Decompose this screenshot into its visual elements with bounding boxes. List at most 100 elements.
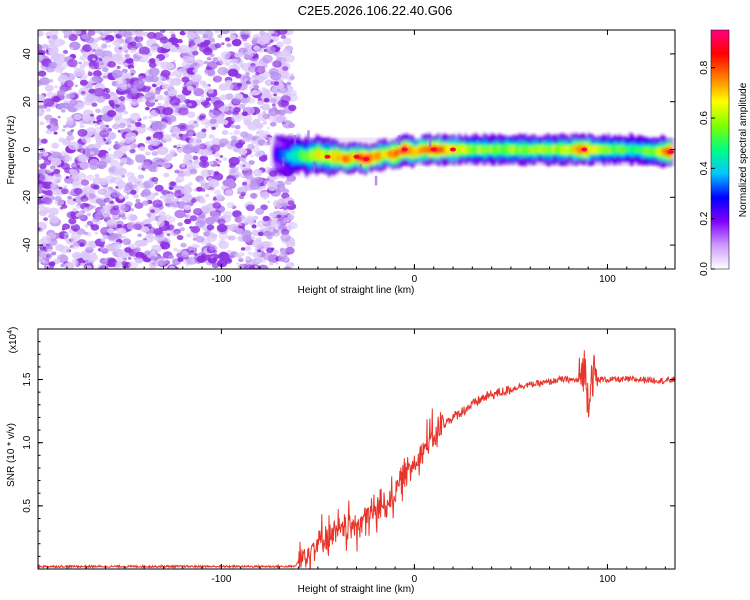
noise-speckle [38, 54, 44, 61]
noise-speckle [42, 197, 52, 205]
noise-speckle [218, 252, 230, 261]
noise-speckle [286, 174, 297, 182]
ridge-peak [353, 154, 360, 159]
noise-speckle [179, 68, 186, 73]
noise-speckle [251, 224, 257, 229]
noise-speckle [206, 224, 215, 231]
noise-speckle [238, 257, 244, 263]
noise-speckle [178, 44, 190, 54]
noise-speckle [253, 45, 261, 51]
noise-speckle [189, 168, 198, 175]
noise-speckle [49, 61, 58, 69]
noise-speckle [119, 162, 124, 166]
noise-speckle [131, 120, 136, 124]
noise-speckle [47, 253, 53, 258]
noise-speckle [133, 223, 142, 230]
noise-speckle [140, 226, 150, 233]
noise-speckle [47, 156, 55, 161]
noise-speckle [133, 80, 145, 89]
noise-speckle [271, 103, 276, 107]
noise-speckle [141, 161, 152, 169]
noise-speckle [45, 31, 53, 38]
noise-speckle [60, 264, 65, 268]
noise-speckle [77, 129, 88, 137]
noise-speckle [84, 203, 90, 208]
noise-speckle [276, 41, 284, 48]
noise-speckle [41, 259, 49, 265]
noise-speckle [70, 129, 75, 133]
noise-speckle [203, 39, 211, 46]
noise-speckle [247, 251, 253, 256]
noise-speckle [67, 131, 73, 136]
noise-speckle [111, 190, 121, 198]
noise-speckle [198, 178, 206, 185]
noise-speckle [169, 31, 174, 34]
noise-speckle [68, 141, 80, 150]
noise-speckle [155, 105, 167, 115]
noise-speckle [219, 238, 226, 244]
noise-speckle [151, 244, 162, 253]
noise-speckle [123, 84, 127, 88]
noise-speckle [229, 235, 237, 241]
noise-speckle [106, 110, 117, 118]
noise-speckle [247, 143, 255, 150]
noise-speckle [112, 241, 122, 249]
noise-speckle [48, 261, 56, 267]
noise-speckle [41, 43, 49, 50]
noise-speckle [151, 120, 163, 130]
noise-speckle [121, 229, 127, 234]
noise-speckle [148, 67, 160, 77]
noise-speckle [207, 88, 214, 94]
noise-speckle [282, 66, 289, 71]
noise-speckle [255, 151, 264, 157]
noise-speckle [141, 188, 151, 197]
noise-speckle [51, 34, 58, 40]
noise-speckle [107, 228, 115, 234]
noise-speckle [190, 225, 201, 234]
noise-speckle [289, 210, 296, 215]
noise-speckle [203, 60, 209, 65]
noise-speckle [59, 235, 65, 240]
noise-speckle [64, 155, 73, 162]
noise-speckle [246, 204, 255, 212]
noise-speckle [38, 70, 47, 77]
noise-speckle [90, 183, 98, 189]
noise-speckle [174, 209, 186, 219]
noise-speckle [38, 30, 44, 37]
noise-speckle [212, 202, 222, 209]
noise-speckle [81, 91, 86, 95]
noise-speckle [39, 112, 44, 116]
noise-speckle [107, 148, 112, 151]
noise-speckle [236, 262, 240, 265]
noise-speckle [203, 227, 208, 231]
noise-speckle [224, 37, 231, 42]
noise-speckle [166, 137, 172, 143]
noise-speckle [200, 94, 205, 98]
noise-speckle [101, 35, 105, 39]
noise-speckle [175, 79, 180, 83]
noise-speckle [259, 34, 271, 44]
noise-speckle [50, 165, 56, 170]
noise-speckle [69, 169, 78, 176]
noise-speckle [80, 262, 85, 266]
noise-speckle [178, 133, 183, 137]
noise-speckle [156, 94, 164, 101]
noise-speckle [151, 176, 159, 183]
noise-speckle [267, 200, 271, 204]
snr-multiplier: (x104) [7, 327, 19, 354]
noise-speckle [216, 259, 228, 268]
noise-speckle [121, 216, 127, 220]
noise-speckle [256, 131, 261, 135]
noise-speckle [246, 97, 256, 104]
noise-speckle [199, 198, 206, 204]
noise-speckle [46, 91, 55, 98]
noise-speckle [111, 69, 123, 79]
colorbar: 0.0 0.2 0.4 0.6 0.8 Normalized spectral ampl… [699, 29, 749, 276]
noise-speckle [221, 42, 225, 45]
noise-speckle [145, 151, 151, 156]
noise-speckle [257, 123, 263, 128]
noise-speckle [70, 237, 77, 243]
noise-speckle [208, 64, 213, 68]
noise-speckle [195, 235, 205, 243]
noise-speckle [86, 212, 92, 217]
